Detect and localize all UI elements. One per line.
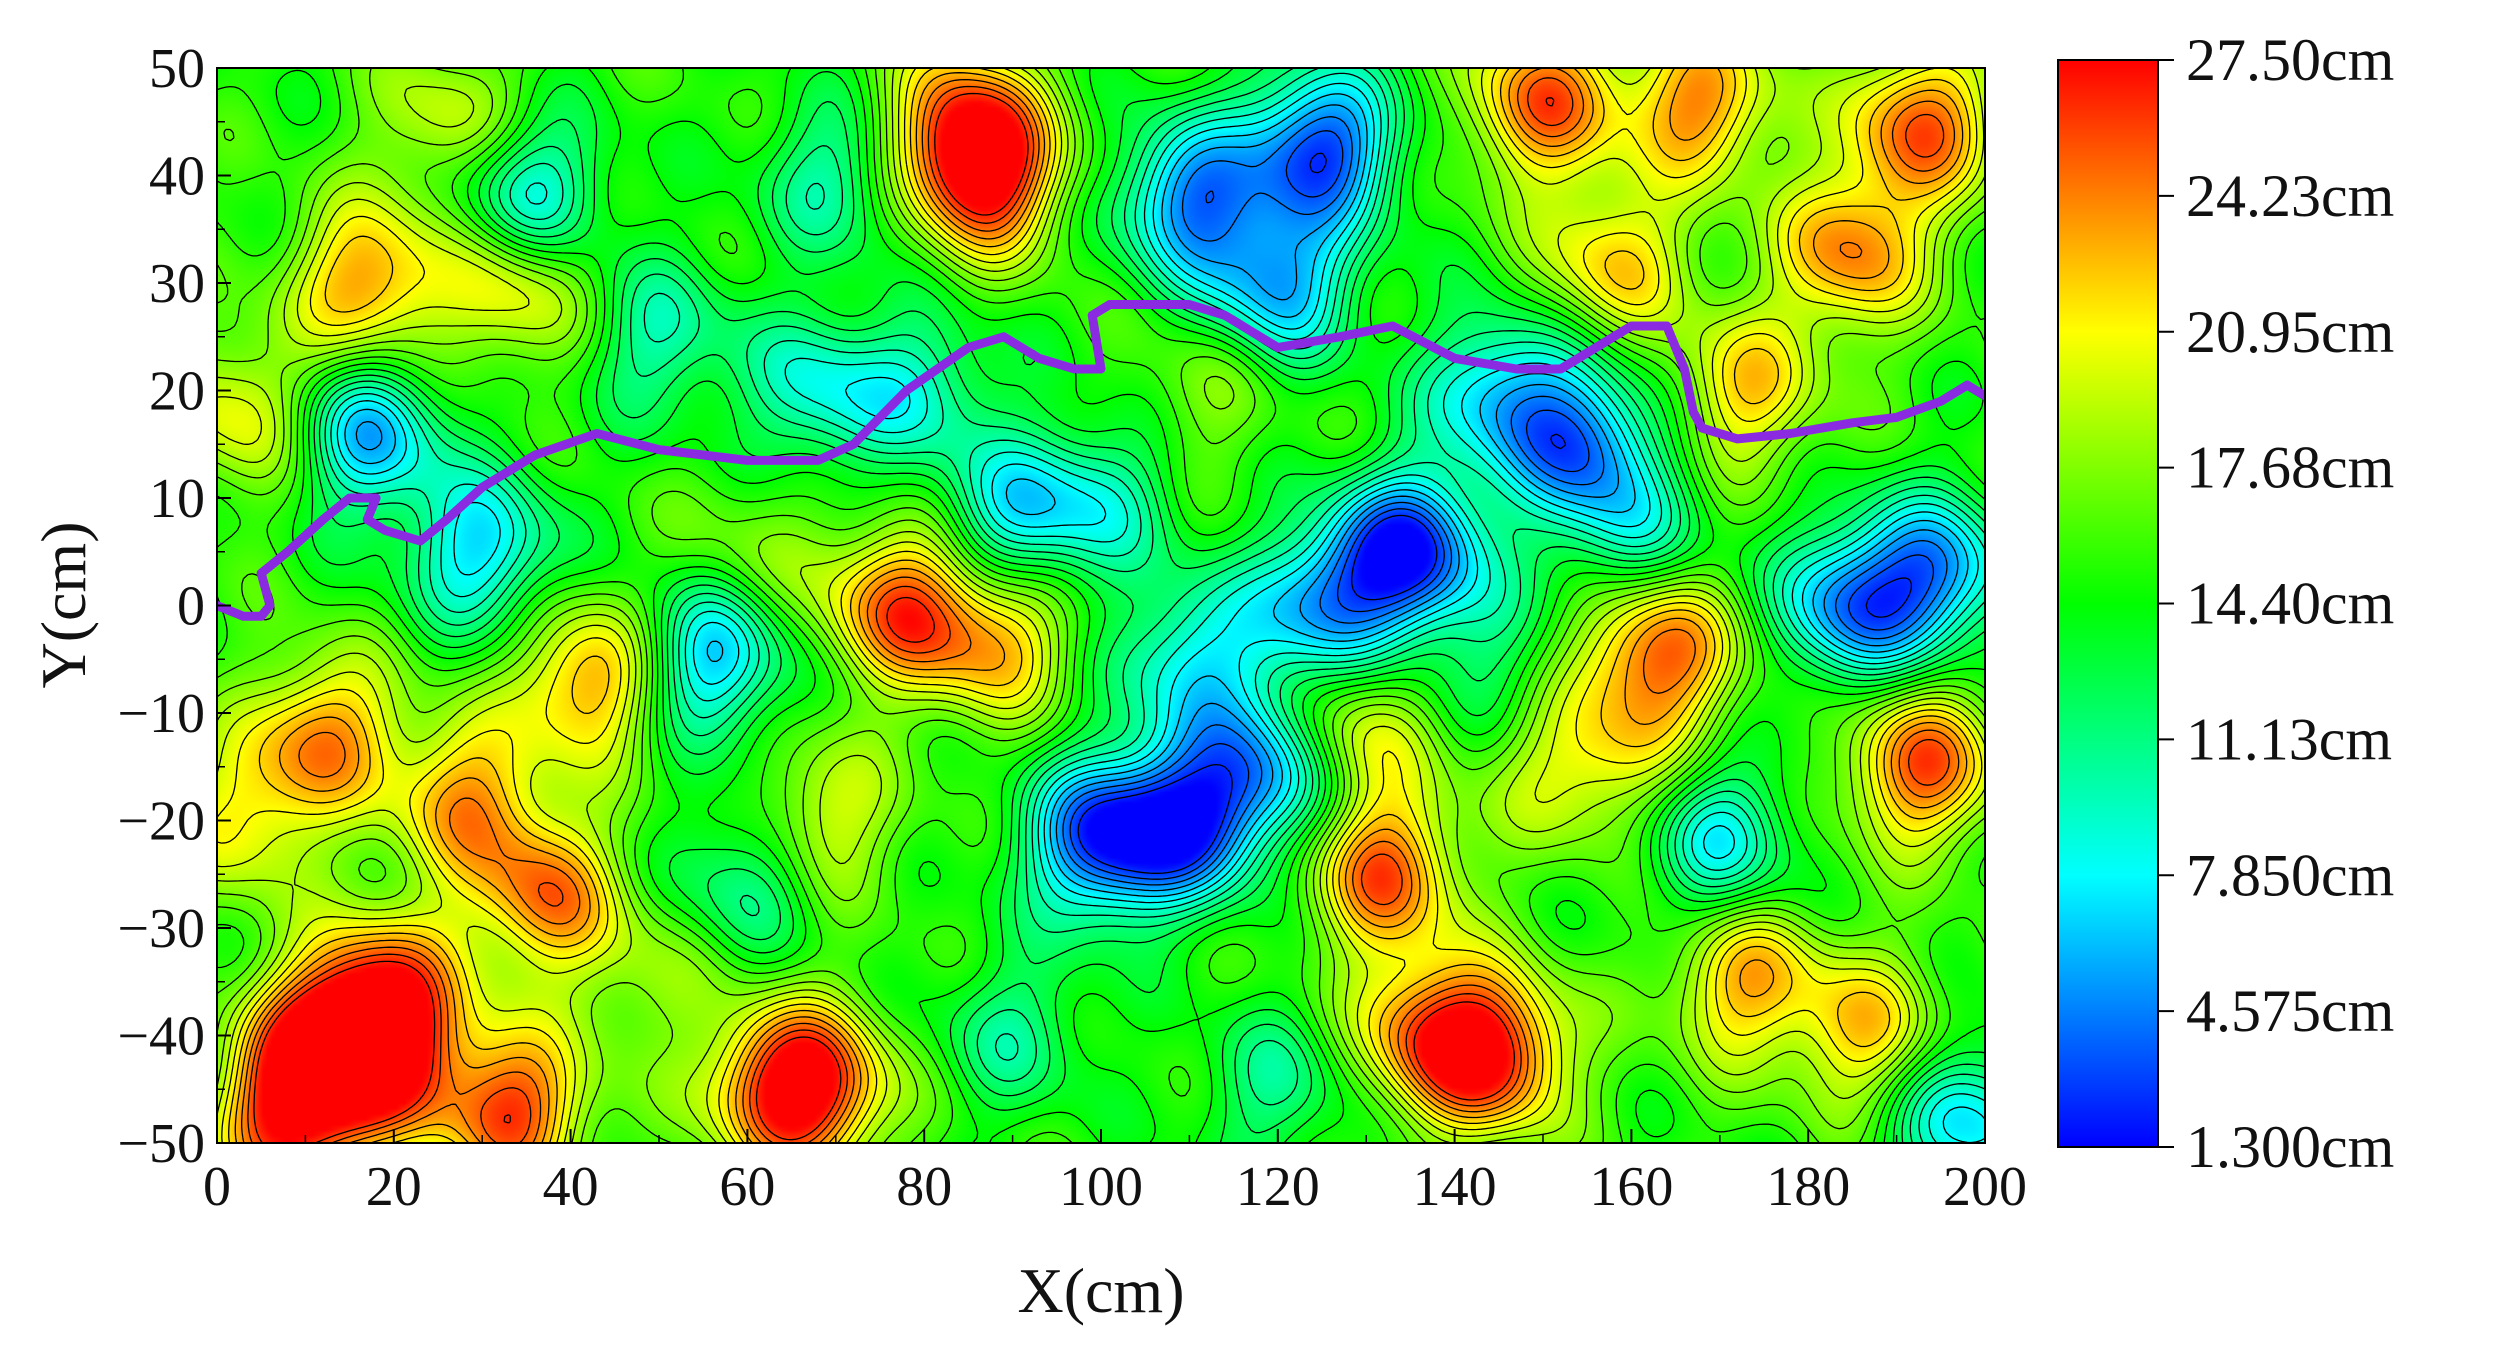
colorbar-tick-label: 11.13cm	[2186, 706, 2392, 772]
colorbar-tick-label: 7.850cm	[2186, 842, 2394, 908]
y-tick-label: −10	[117, 683, 205, 745]
x-tick-label: 20	[366, 1156, 422, 1218]
y-tick-label: 40	[149, 146, 205, 208]
x-tick-label: 60	[719, 1156, 775, 1218]
y-tick-label: −30	[117, 898, 205, 960]
y-tick-label: −40	[117, 1006, 205, 1068]
y-tick-label: 0	[177, 576, 205, 638]
overlay-path	[217, 300, 1985, 621]
colorbar-tick-label: 1.300cm	[2186, 1114, 2394, 1180]
y-axis-title: Y(cm)	[28, 521, 99, 688]
y-tick-label: 20	[149, 361, 205, 423]
x-tick-label: 80	[896, 1156, 952, 1218]
colorbar-tick-label: 20.95cm	[2186, 299, 2394, 365]
x-tick-label: 40	[543, 1156, 599, 1218]
x-tick-label: 140	[1413, 1156, 1497, 1218]
y-tick-label: 30	[149, 253, 205, 315]
y-tick-label: −20	[117, 791, 205, 853]
colorbar-ticks: 27.50cm 24.23cm 20.95cm 17.68cm 14.40cm 11.13…	[2158, 27, 2394, 1180]
x-tick-label: 100	[1059, 1156, 1143, 1218]
x-axis-title: X(cm)	[1017, 1255, 1184, 1326]
colorbar-tick-label: 4.575cm	[2186, 978, 2394, 1044]
plot-area	[216, 67, 1986, 1144]
colorbar: 27.50cm 24.23cm 20.95cm 17.68cm 14.40cm 11.13…	[2057, 27, 2394, 1180]
contour-line	[217, 68, 1985, 1143]
y-tick-label: 50	[149, 38, 205, 100]
x-tick-label: 200	[1943, 1156, 2027, 1218]
colorbar-tick-label: 14.40cm	[2186, 571, 2394, 637]
colorbar-tick-label: 24.23cm	[2186, 163, 2394, 229]
x-tick-label: 120	[1236, 1156, 1320, 1218]
x-tick-label: 0	[203, 1156, 231, 1218]
colorbar-tick-label: 17.68cm	[2186, 435, 2394, 501]
colorbar-tick-label: 27.50cm	[2186, 27, 2394, 93]
colorbar-gradient	[2057, 59, 2159, 1148]
axes: 0 20 40 60 80 100 120 140 160 180 20050403020100−1…	[117, 38, 2027, 1218]
y-tick-label: 10	[149, 468, 205, 530]
y-tick-label: −50	[117, 1113, 205, 1175]
contour-lines	[217, 68, 1985, 1143]
x-tick-label: 180	[1766, 1156, 1850, 1218]
x-tick-label: 160	[1589, 1156, 1673, 1218]
